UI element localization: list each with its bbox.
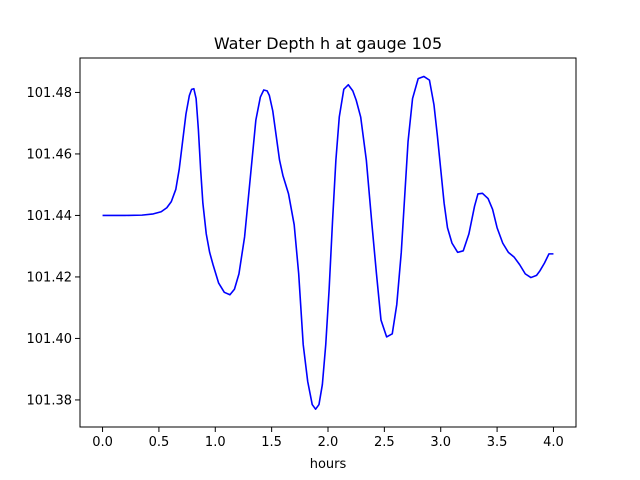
- y-tick-label: 101.46: [27, 147, 73, 162]
- axes-frame: [79, 57, 577, 428]
- x-tick-label: 1.5: [261, 435, 282, 450]
- y-tick-label: 101.48: [27, 86, 73, 101]
- plot-area: 0.0 0.5 1.0 1.5 2.0 2.5 3.0 3.5 4.0 101.38 101.40…: [27, 57, 577, 450]
- x-axis-label: hours: [310, 457, 347, 472]
- x-tick-label: 1.0: [205, 435, 226, 450]
- y-tick-label: 101.38: [27, 393, 73, 408]
- x-tick-label: 2.0: [318, 435, 339, 450]
- y-tick-label: 101.42: [27, 270, 73, 285]
- x-tick-label: 2.5: [374, 435, 395, 450]
- y-axis: 101.38 101.40 101.42 101.44 101.46 101.48: [27, 86, 80, 408]
- x-tick-label: 3.5: [487, 435, 508, 450]
- x-tick-label: 3.0: [430, 435, 451, 450]
- y-tick-label: 101.40: [27, 332, 73, 347]
- y-tick-label: 101.44: [27, 209, 73, 224]
- chart-title: Water Depth h at gauge 105: [214, 34, 442, 53]
- x-tick-label: 0.0: [92, 435, 113, 450]
- x-tick-label: 4.0: [543, 435, 564, 450]
- x-axis: 0.0 0.5 1.0 1.5 2.0 2.5 3.0 3.5 4.0: [92, 427, 564, 450]
- series-line: [102, 75, 554, 410]
- x-tick-label: 0.5: [149, 435, 170, 450]
